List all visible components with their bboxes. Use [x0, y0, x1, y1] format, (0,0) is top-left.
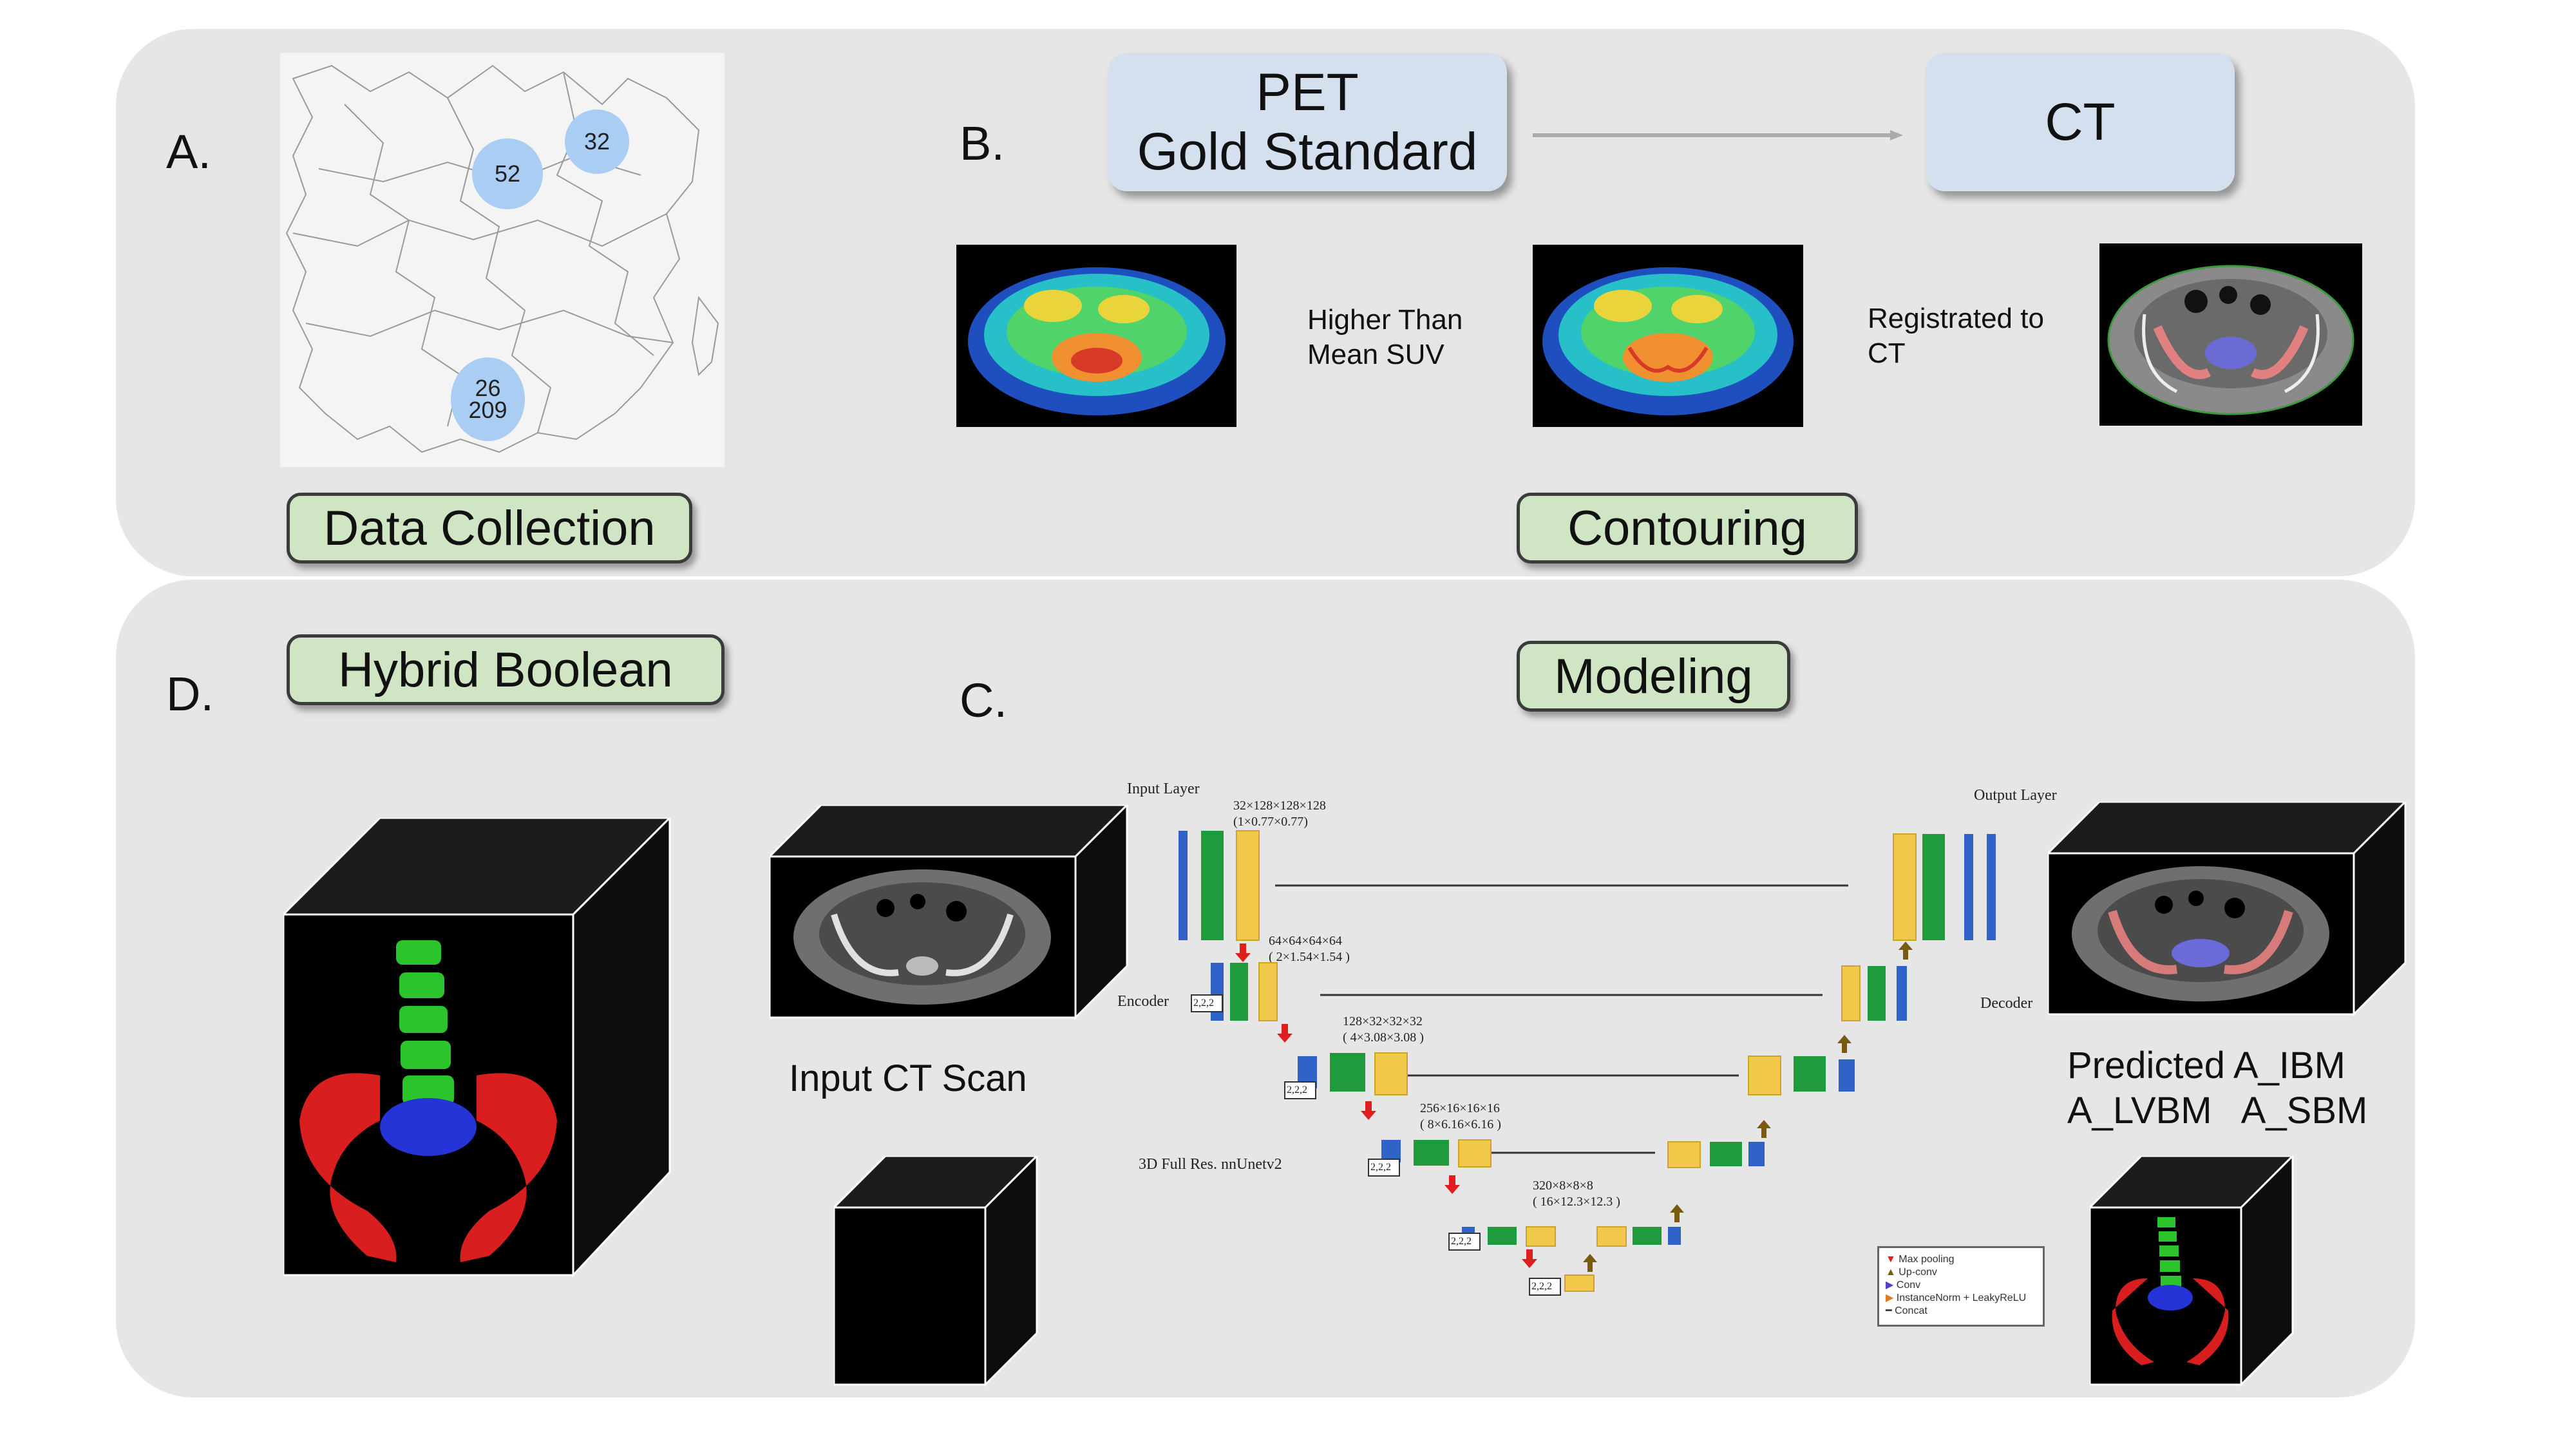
pet-to-ct-arrow	[1533, 130, 1903, 140]
legend-instancenorm: ▶ InstanceNorm + LeakyReLU	[1886, 1292, 2036, 1305]
bubble-26-label: 26	[475, 375, 501, 401]
dec-level-4	[1667, 1141, 1765, 1168]
dim-2-spacing: ( 2×1.54×1.54 )	[1269, 950, 1350, 964]
dim-3-size: 128×32×32×32	[1343, 1014, 1423, 1028]
small-empty-cube	[834, 1156, 1039, 1387]
output-prediction-cube	[2048, 802, 2407, 1017]
panel-a-label: A.	[166, 125, 211, 178]
red-arrow-icon: ▼	[1886, 1254, 1896, 1265]
pool-box-3: 2,2,2	[1370, 1162, 1391, 1173]
registrated-caption: Registrated to CT	[1868, 301, 2044, 371]
left-ilium	[299, 1073, 397, 1262]
enc-level-2	[1211, 962, 1278, 1021]
dim-1-size: 32×128×128×128	[1233, 799, 1326, 813]
brown-arrow-icon: ▲	[1886, 1267, 1896, 1278]
panel-c-label: C.	[960, 674, 1007, 727]
dim-2-size: 64×64×64×64	[1269, 934, 1342, 948]
bubble-52-label: 52	[494, 160, 521, 187]
unet-architecture-svg	[1179, 830, 1996, 1296]
panel-d-label: D.	[166, 667, 214, 721]
legend-conv: ▶ Conv	[1886, 1279, 2036, 1292]
predicted-line-1: Predicted A_IBM	[2067, 1045, 2345, 1086]
dec-level-1	[1893, 833, 1996, 941]
legend-concat-label: Concat	[1895, 1305, 1927, 1316]
line-icon: ━	[1886, 1305, 1892, 1316]
ct-registered-image	[2099, 243, 2362, 426]
unet-legend: ▼ Max pooling ▲ Up-conv ▶ Conv ▶ Instanc…	[1877, 1246, 2045, 1327]
input-ct-caption: Input CT Scan	[789, 1057, 1027, 1099]
ct-box: CT	[1926, 53, 2235, 191]
higher-than-mean-caption: Higher Than Mean SUV	[1307, 303, 1463, 372]
dim-3-spacing: ( 4×3.08×3.08 )	[1343, 1030, 1424, 1045]
pool-box-1: 2,2,2	[1193, 998, 1214, 1009]
dec-level-3	[1748, 1056, 1855, 1095]
dec-level-2	[1841, 965, 1907, 1021]
data-collection-box: Data Collection	[287, 493, 692, 564]
legend-instancenorm-label: InstanceNorm + LeakyReLU	[1896, 1293, 2027, 1303]
predicted-caption: Predicted A_IBM A_LVBM A_SBM	[2067, 1043, 2367, 1133]
pet-gold-standard-box: PET Gold Standard	[1108, 53, 1507, 191]
dim-5-size: 320×8×8×8	[1533, 1179, 1593, 1193]
legend-up-conv: ▲ Up-conv	[1886, 1266, 2036, 1279]
dim-4-spacing: ( 8×6.16×6.16 )	[1420, 1117, 1501, 1132]
bottleneck	[1564, 1274, 1595, 1292]
bubble-32: 32	[565, 109, 629, 174]
pet-contoured-image	[1533, 245, 1803, 427]
spine-vertebrae	[396, 940, 454, 1105]
panel-b-label: B.	[960, 117, 1005, 170]
legend-concat: ━ Concat	[1886, 1305, 2036, 1318]
orange-triangle-icon: ▶	[1886, 1293, 1894, 1303]
bubble-209-label: 209	[468, 397, 507, 423]
right-ilium	[460, 1073, 557, 1262]
pool-box-2: 2,2,2	[1287, 1084, 1307, 1095]
map-outline-svg	[285, 64, 719, 453]
higher-line-2: Mean SUV	[1307, 339, 1444, 370]
net-name-label: 3D Full Res. nnUnetv2	[1139, 1156, 1282, 1173]
input-ct-cube	[770, 805, 1129, 1020]
pool-box-5: 2,2,2	[1531, 1281, 1552, 1292]
output-layer-label: Output Layer	[1974, 787, 2057, 804]
bubble-26-209: 26 209	[451, 357, 525, 441]
higher-line-1: Higher Than	[1307, 304, 1463, 336]
hybrid-3d-cube	[283, 818, 672, 1278]
enc-level-1	[1179, 830, 1260, 941]
dec-level-5	[1596, 1226, 1681, 1247]
bubble-52: 52	[472, 138, 543, 209]
bubble-32-label: 32	[583, 128, 611, 155]
pool-box-4: 2,2,2	[1451, 1236, 1472, 1247]
decoder-label: Decoder	[1980, 995, 2033, 1012]
encoder-label: Encoder	[1117, 993, 1169, 1010]
input-layer-label: Input Layer	[1127, 781, 1200, 797]
legend-up-conv-label: Up-conv	[1899, 1267, 1937, 1278]
predicted-line-2: A_LVBM A_SBM	[2067, 1090, 2368, 1132]
dim-1-spacing: (1×0.77×0.77)	[1233, 815, 1308, 829]
enc-level-4	[1381, 1139, 1492, 1168]
legend-conv-label: Conv	[1896, 1280, 1921, 1291]
hybrid-boolean-box: Hybrid Boolean	[287, 634, 724, 705]
reg-line-2: CT	[1868, 337, 1906, 369]
modeling-box: Modeling	[1517, 641, 1790, 712]
pet-scan-image	[956, 245, 1236, 427]
dim-4-size: 256×16×16×16	[1420, 1101, 1500, 1115]
small-skeleton-cube	[2090, 1156, 2295, 1387]
legend-max-pooling-label: Max pooling	[1899, 1254, 1955, 1265]
reg-line-1: Registrated to	[1868, 303, 2044, 334]
dim-5-spacing: ( 16×12.3×12.3 )	[1533, 1195, 1620, 1209]
legend-max-pooling: ▼ Max pooling	[1886, 1253, 2036, 1266]
contouring-box: Contouring	[1517, 493, 1858, 564]
purple-triangle-icon: ▶	[1886, 1280, 1894, 1291]
sacrum	[380, 1098, 477, 1156]
